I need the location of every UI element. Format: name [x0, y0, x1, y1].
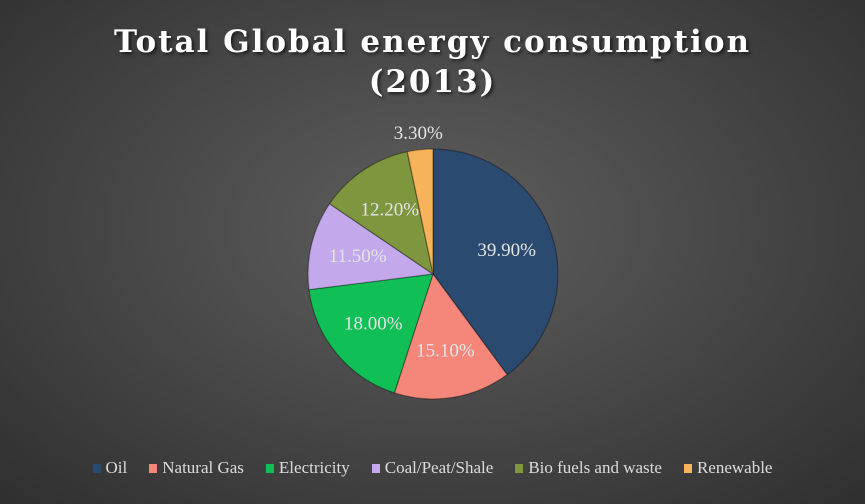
legend-swatch: [683, 463, 692, 473]
pie-slice-renewable: [406, 148, 434, 275]
legend-item-coal-peat-shale: Coal/Peat/Shale: [371, 458, 494, 478]
legend: Oil Natural Gas Electricity Coal/Peat/Shale…: [0, 458, 865, 478]
legend-item-bio-fuels-and-waste: Bio fuels and waste: [515, 458, 662, 478]
legend-swatch: [92, 463, 101, 473]
data-label-natural-gas: 15.10%: [416, 341, 475, 362]
legend-item-natural-gas: Natural Gas: [149, 458, 244, 478]
legend-item-electricity: Electricity: [265, 458, 350, 478]
legend-label: Oil: [105, 458, 128, 477]
legend-swatch: [265, 463, 274, 473]
legend-label: Electricity: [278, 458, 350, 477]
legend-label: Bio fuels and waste: [528, 458, 662, 477]
legend-swatch: [371, 463, 380, 473]
pie-slice-coal-peat-shale: [307, 202, 435, 291]
data-label-coal-peat-shale: 11.50%: [329, 246, 387, 267]
pie-slice-bio-fuels-and-waste: [328, 150, 434, 276]
legend-swatch: [515, 463, 524, 473]
chart-title-line1: Total Global energy consumption: [113, 24, 752, 60]
legend-swatch: [149, 463, 158, 473]
pie-slice-oil: [432, 148, 559, 376]
data-label-bio-fuels-and-waste: 12.20%: [361, 200, 420, 221]
chart-title: Total Global energy consumption (2013): [0, 22, 865, 102]
legend-label: Natural Gas: [162, 458, 244, 477]
chart-title-line2: (2013): [368, 64, 497, 100]
data-label-renewable: 3.30%: [394, 123, 443, 144]
legend-item-oil: Oil: [92, 458, 128, 478]
legend-label: Renewable: [696, 458, 773, 477]
pie-slice-natural-gas: [393, 272, 508, 400]
data-label-oil: 39.90%: [477, 240, 536, 261]
data-label-electricity: 18.00%: [344, 313, 403, 334]
pie-slice-electricity: [308, 273, 434, 394]
legend-item-renewable: Renewable: [683, 458, 773, 478]
legend-label: Coal/Peat/Shale: [384, 458, 494, 477]
